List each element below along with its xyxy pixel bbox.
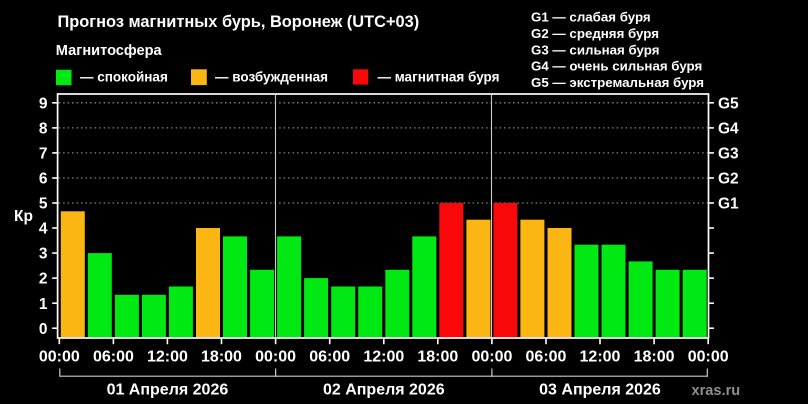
svg-text:— возбужденная: — возбужденная [215,70,328,85]
svg-text:18:00: 18:00 [634,348,675,365]
svg-text:0: 0 [39,321,48,338]
svg-text:Магнитосфера: Магнитосфера [56,43,163,59]
svg-text:xras.ru: xras.ru [692,383,741,399]
svg-text:12:00: 12:00 [580,348,621,365]
svg-text:— магнитная буря: — магнитная буря [378,70,500,85]
svg-text:00:00: 00:00 [255,348,296,365]
svg-text:G5: G5 [718,95,739,112]
svg-text:00:00: 00:00 [688,348,729,365]
svg-text:4: 4 [39,221,48,238]
svg-text:Кр: Кр [14,208,33,225]
svg-text:Прогноз магнитных бурь, Вороне: Прогноз магнитных бурь, Воронеж (UTC+03) [58,13,420,31]
svg-text:2: 2 [39,271,48,288]
svg-text:8: 8 [39,121,48,138]
svg-text:00:00: 00:00 [471,348,512,365]
svg-text:5: 5 [39,196,48,213]
svg-text:18:00: 18:00 [201,348,242,365]
svg-text:G4 — очень сильная буря: G4 — очень сильная буря [531,59,702,74]
svg-text:G4: G4 [718,121,739,138]
svg-text:G1 — слабая буря: G1 — слабая буря [531,9,651,24]
svg-text:9: 9 [39,95,48,112]
svg-text:06:00: 06:00 [309,348,350,365]
svg-text:02 Апреля 2026: 02 Апреля 2026 [323,382,445,399]
svg-text:G1: G1 [718,196,739,213]
svg-text:06:00: 06:00 [93,348,134,365]
svg-text:01 Апреля 2026: 01 Апреля 2026 [107,382,229,399]
svg-text:00:00: 00:00 [39,348,80,365]
svg-text:7: 7 [39,146,48,163]
svg-text:18:00: 18:00 [417,348,458,365]
svg-text:3: 3 [39,246,48,263]
svg-text:G3: G3 [718,146,739,163]
svg-text:12:00: 12:00 [147,348,188,365]
svg-text:— спокойная: — спокойная [80,70,168,85]
svg-text:G2 — средняя буря: G2 — средняя буря [531,26,659,41]
svg-text:1: 1 [39,296,48,313]
svg-text:G5 — экстремальная буря: G5 — экстремальная буря [531,75,704,90]
svg-text:6: 6 [39,171,48,188]
svg-text:03 Апреля 2026: 03 Апреля 2026 [539,382,661,399]
svg-text:12:00: 12:00 [363,348,404,365]
svg-text:G2: G2 [718,171,739,188]
svg-text:06:00: 06:00 [526,348,567,365]
svg-text:G3 — сильная буря: G3 — сильная буря [531,42,659,57]
